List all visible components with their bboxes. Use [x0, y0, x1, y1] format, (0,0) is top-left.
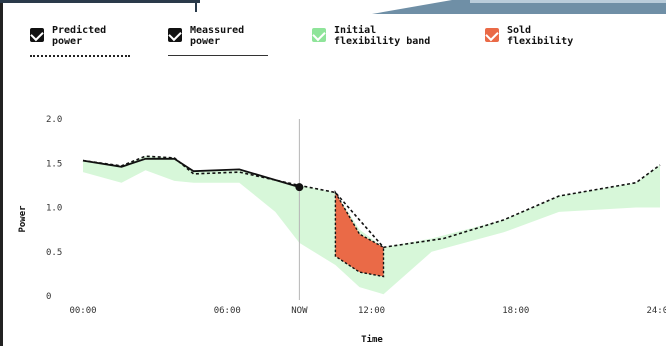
legend-checkbox-measured[interactable] [168, 27, 182, 42]
legend-label-measured: Meassured power [190, 25, 245, 47]
window-edge [0, 0, 3, 346]
top-border [0, 0, 200, 3]
top-tab-cut [372, 0, 452, 14]
x-tick-label: 12:00 [358, 306, 385, 316]
legend-item-predicted[interactable]: Predicted power [30, 25, 106, 47]
x-tick-label: NOW [291, 306, 308, 316]
predicted-power-line [82, 155, 661, 249]
top-tab-highlight [470, 0, 666, 3]
legend-line-measured [168, 55, 268, 56]
y-tick-label: 1.5 [46, 159, 62, 169]
y-tick-label: 0.5 [46, 248, 62, 258]
x-tick-label: 24:00 [646, 306, 666, 316]
y-tick-label: 1.0 [46, 204, 62, 214]
x-tick-label: 18:00 [502, 306, 529, 316]
y-tick-label: 0 [46, 292, 51, 302]
legend-line-predicted [30, 55, 130, 57]
y-axis-label: Power [18, 205, 28, 233]
legend-item-measured[interactable]: Meassured power [168, 25, 244, 47]
legend-label-initial-band: Initial flexibility band [334, 25, 431, 47]
x-tick-label: 06:00 [214, 306, 241, 316]
x-axis: 00:00 06:00 NOW 12:00 18:00 24:00 [69, 306, 666, 316]
series-layer [82, 155, 661, 249]
legend-item-sold[interactable]: Sold flexibility [485, 25, 573, 47]
sold-flexibility-area [334, 189, 385, 278]
legend-checkbox-predicted[interactable] [30, 27, 44, 42]
legend-checkbox-initial-band[interactable] [312, 27, 326, 42]
top-divider [195, 0, 197, 12]
y-axis: 0 0.5 1.0 1.5 2.0 [46, 115, 62, 302]
sold-flexibility-layer [334, 189, 385, 278]
current-value-marker [295, 183, 304, 192]
x-tick-label: 00:00 [69, 306, 96, 316]
legend: Predicted power Meassured power Initial … [0, 25, 666, 65]
legend-label-sold: Sold flexibility [507, 25, 574, 47]
x-axis-label: Time [361, 334, 383, 345]
legend-checkbox-sold[interactable] [485, 27, 499, 42]
legend-label-predicted: Predicted power [52, 25, 107, 47]
y-tick-label: 2.0 [46, 115, 62, 125]
legend-item-initial-band[interactable]: Initial flexibility band [312, 25, 430, 47]
